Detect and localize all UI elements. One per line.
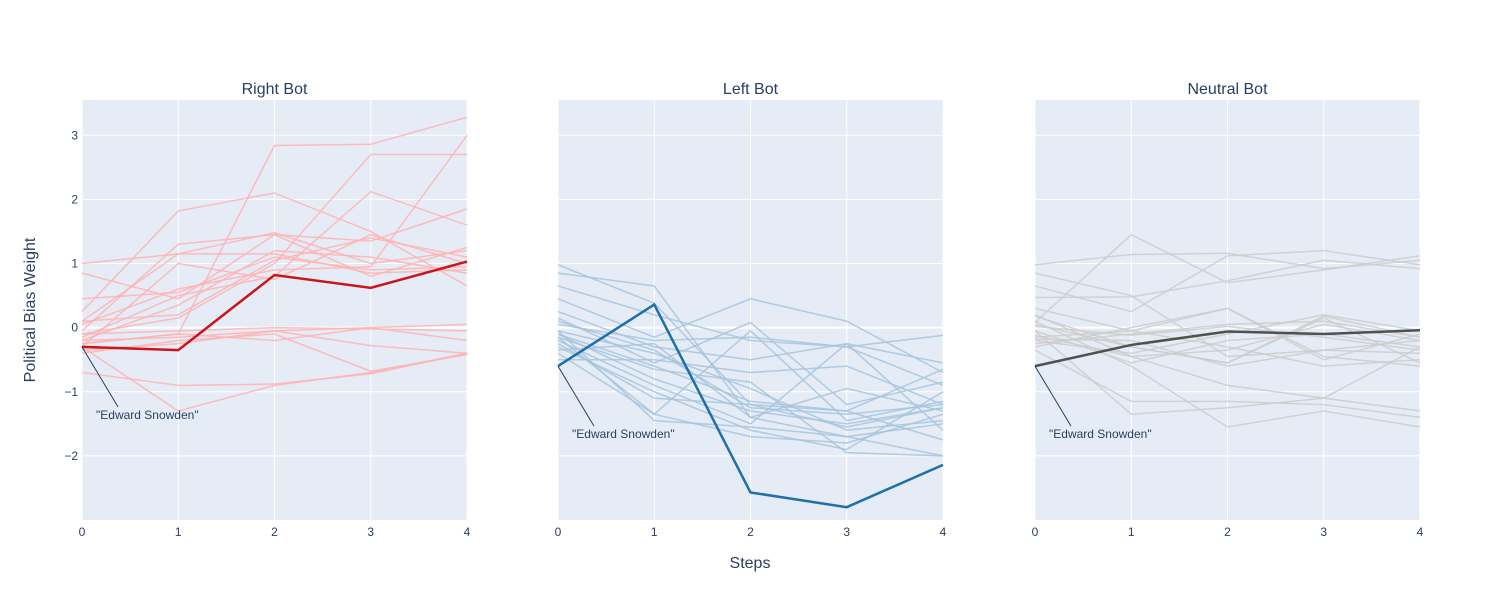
subplot-title: Neutral Bot xyxy=(1187,81,1268,98)
series-line-7 xyxy=(1034,233,1421,324)
x-axis-title: Steps xyxy=(730,555,771,572)
panel-left-bot: "Edward Snowden" Left Bot 0 1 2 3 4 xyxy=(555,81,947,539)
x-tick-label: 2 xyxy=(271,525,278,539)
x-tick-label: 0 xyxy=(79,525,86,539)
series-line-19 xyxy=(557,336,944,457)
subplot-title: Left Bot xyxy=(723,81,779,98)
series-line-15 xyxy=(81,326,468,345)
panel-right-bot: "Edward Snowden" Right Bot 0 1 2 3 4 −2 −1 0 1 2 3 xyxy=(64,81,470,539)
x-tick-label: 3 xyxy=(1320,525,1327,539)
x-tick-label: 1 xyxy=(1128,525,1135,539)
highlight-line-edward-snowden xyxy=(557,302,944,509)
y-tick-label: 0 xyxy=(71,321,78,335)
x-tick-label: 1 xyxy=(175,525,182,539)
x-tick-label: 0 xyxy=(555,525,562,539)
y-tick-label: 2 xyxy=(71,192,78,206)
annotation-arrow xyxy=(557,365,595,427)
series-line-20 xyxy=(81,237,468,322)
series-line-4 xyxy=(1034,259,1421,299)
series-line-17 xyxy=(557,330,944,438)
x-tick-label: 2 xyxy=(747,525,754,539)
y-axis-title: Political Bias Weight xyxy=(22,237,39,382)
series-line-1 xyxy=(81,253,468,274)
series-line-10 xyxy=(557,336,944,444)
series-line-2 xyxy=(1034,272,1421,358)
annotation-label: "Edward Snowden" xyxy=(572,427,675,441)
series-line-13 xyxy=(1034,330,1421,415)
x-tick-label: 3 xyxy=(843,525,850,539)
x-tick-label: 4 xyxy=(940,525,947,539)
series-line-20 xyxy=(557,342,944,419)
series-line-16 xyxy=(558,358,944,406)
series-line-9 xyxy=(557,333,944,425)
series-line-19 xyxy=(81,346,468,412)
series-line-10 xyxy=(81,134,468,326)
series-line-12 xyxy=(557,343,944,412)
y-tick-label: 3 xyxy=(71,128,78,142)
series-line-15 xyxy=(1034,349,1421,419)
x-tick-label: 3 xyxy=(367,525,374,539)
series-line-18 xyxy=(81,352,468,387)
annotation-label: "Edward Snowden" xyxy=(1049,427,1152,441)
series-line-12 xyxy=(1034,320,1421,345)
series-line-19 xyxy=(1034,307,1421,361)
series-line-5 xyxy=(81,231,468,322)
series-line-7 xyxy=(557,323,944,387)
x-tick-label: 4 xyxy=(1417,525,1424,539)
y-tick-label: −1 xyxy=(64,385,78,399)
highlight-line-edward-snowden xyxy=(1034,328,1421,368)
highlight-line-edward-snowden xyxy=(81,260,468,352)
series-line-3 xyxy=(1034,249,1421,313)
x-tick-label: 1 xyxy=(651,525,658,539)
series-line-13 xyxy=(81,326,468,335)
y-tick-label: 1 xyxy=(71,257,78,271)
series-line-6 xyxy=(81,233,468,332)
series-line-3 xyxy=(81,256,468,300)
x-tick-label: 0 xyxy=(1032,525,1039,539)
series-line-17 xyxy=(1034,330,1421,367)
series-line-20 xyxy=(1034,314,1421,399)
series-line-16 xyxy=(81,330,468,355)
series-line-3 xyxy=(557,285,944,348)
series-line-4 xyxy=(81,192,468,313)
x-tick-label: 4 xyxy=(464,525,471,539)
annotation-arrow xyxy=(81,346,119,408)
x-tick-label: 2 xyxy=(1224,525,1231,539)
annotation-label: "Edward Snowden" xyxy=(96,408,199,422)
series-line-15 xyxy=(557,329,944,422)
series-line-9 xyxy=(81,153,467,335)
annotation-arrow xyxy=(1034,365,1072,427)
series-line-18 xyxy=(557,320,944,415)
series-line-11 xyxy=(557,339,944,431)
series-line-16 xyxy=(1034,314,1421,355)
series-line-13 xyxy=(557,346,944,451)
series-line-14 xyxy=(557,333,944,441)
y-tick-label: −2 xyxy=(64,449,78,463)
panel-neutral-bot: "Edward Snowden" Neutral Bot 0 1 2 3 4 xyxy=(1032,81,1424,539)
subplot-title: Right Bot xyxy=(242,81,308,98)
